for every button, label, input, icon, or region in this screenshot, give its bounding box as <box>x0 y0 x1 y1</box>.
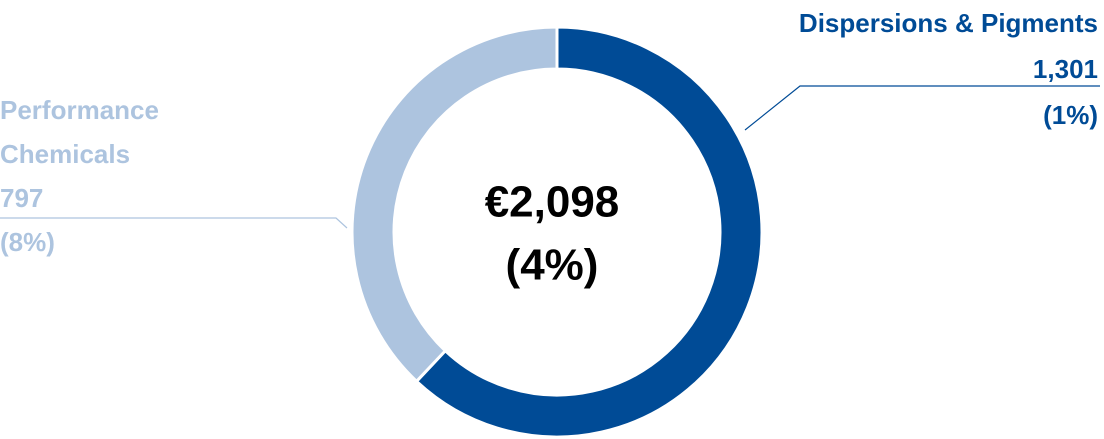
change-label: (1%) <box>1043 100 1098 130</box>
donut-slice <box>414 25 764 439</box>
leader-line <box>744 85 1100 131</box>
category-label: Dispersions & Pigments <box>798 8 1098 38</box>
label-left: Performance Chemicals 797 (8%) <box>0 88 240 264</box>
leader-line <box>0 217 348 229</box>
category-label: Performance Chemicals <box>0 95 159 169</box>
center-label: €2,098 <box>485 178 620 227</box>
center-change: (4%) <box>506 241 599 290</box>
label-right: Dispersions & Pigments 1,301 (1%) <box>799 0 1098 138</box>
value-label: 1,301 <box>1032 54 1098 84</box>
value-label: 797 <box>0 183 44 213</box>
slices <box>350 25 764 439</box>
donut-slice <box>350 25 559 384</box>
change-label: (8%) <box>0 227 55 257</box>
